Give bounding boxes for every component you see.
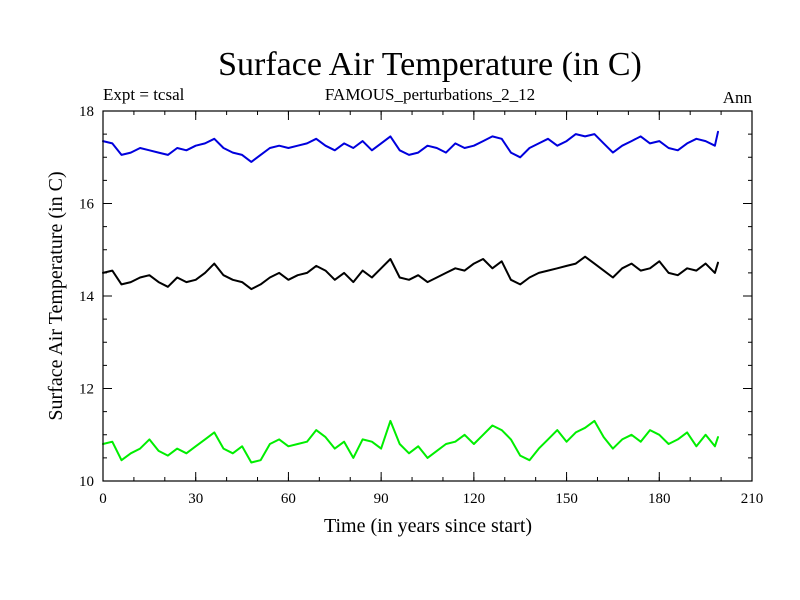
x-axis-label: Time (in years since start) [324, 515, 532, 537]
x-tick-label: 180 [648, 491, 671, 507]
y-tick-label: 10 [79, 474, 94, 490]
series-line-lower [102, 419, 719, 464]
x-tick-label: 0 [99, 491, 107, 507]
y-tick-label: 18 [79, 104, 94, 120]
x-tick-label: 150 [555, 491, 578, 507]
x-tick-label: 210 [741, 491, 764, 507]
chart-subtitle-left: Expt = tcsal [103, 85, 185, 104]
chart-subtitle-center: FAMOUS_perturbations_2_12 [325, 85, 535, 104]
x-tick-label: 90 [374, 491, 389, 507]
x-tick-label: 30 [188, 491, 203, 507]
series-line-middle [102, 255, 719, 291]
y-tick-label: 12 [79, 382, 94, 398]
x-tick-label: 60 [281, 491, 296, 507]
x-tick-label: 120 [463, 491, 486, 507]
data-series [102, 130, 719, 464]
tick-labels: 0 30 60 90 120 150 180 210 10 12 14 16 18 [79, 104, 763, 507]
y-axis-label: Surface Air Temperature (in C) [45, 171, 67, 420]
chart-subtitle-right: Ann [723, 88, 753, 107]
tick-marks [102, 110, 753, 482]
series-line-upper [102, 130, 719, 163]
y-tick-label: 14 [79, 289, 95, 305]
y-tick-label: 16 [79, 197, 95, 213]
plot-frame [102, 110, 753, 482]
chart-title: Surface Air Temperature (in C) [218, 46, 642, 83]
